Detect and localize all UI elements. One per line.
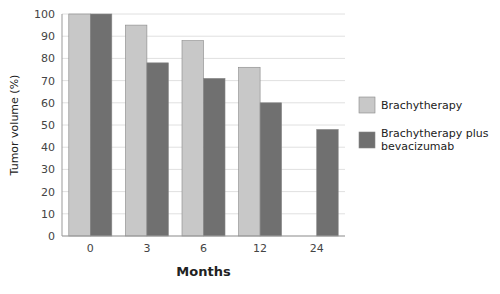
x-tick-label: 3 <box>143 242 150 255</box>
legend-label-line: Brachytherapy <box>381 99 463 112</box>
bar <box>90 14 112 236</box>
y-tick-label: 80 <box>41 52 55 65</box>
x-tick-label: 0 <box>87 242 94 255</box>
legend-swatch <box>359 132 375 148</box>
legend-label-line: bevacizumab <box>381 140 454 153</box>
bar <box>69 14 91 236</box>
bar <box>260 103 282 236</box>
x-axis-label: Months <box>176 264 231 279</box>
legend: Brachytherapy Brachytherapy plusbevacizum… <box>359 97 489 153</box>
x-tick-label: 12 <box>253 242 267 255</box>
bar <box>317 129 339 236</box>
y-axis-label: Tumor volume (%) <box>8 75 21 177</box>
bar <box>147 63 169 236</box>
legend-label: Brachytherapy plusbevacizumab <box>381 127 489 153</box>
legend-swatch <box>359 97 375 113</box>
legend-label: Brachytherapy <box>381 99 463 112</box>
grid-line <box>62 236 345 237</box>
x-axis-line <box>62 236 345 237</box>
x-tick-label: 6 <box>200 242 207 255</box>
y-tick-label: 0 <box>48 230 55 243</box>
y-tick-label: 10 <box>41 208 55 221</box>
chart: 0 10 20 30 40 50 60 70 80 90 100 0 3 6 12 24 Months Tumor… <box>0 0 500 294</box>
y-tick-label: 60 <box>41 97 55 110</box>
y-tick-label: 30 <box>41 163 55 176</box>
bar <box>239 67 261 236</box>
bar <box>204 78 226 236</box>
bar <box>182 41 204 236</box>
x-tick-label: 24 <box>310 242 324 255</box>
y-axis-line <box>62 14 63 236</box>
bar <box>125 25 147 236</box>
y-tick-label: 20 <box>41 186 55 199</box>
y-tick-label: 50 <box>41 119 55 132</box>
y-tick-label: 100 <box>34 8 55 21</box>
y-tick-label: 40 <box>41 141 55 154</box>
legend-label-line: Brachytherapy plus <box>381 127 489 140</box>
y-tick-label: 90 <box>41 30 55 43</box>
y-tick-label: 70 <box>41 75 55 88</box>
